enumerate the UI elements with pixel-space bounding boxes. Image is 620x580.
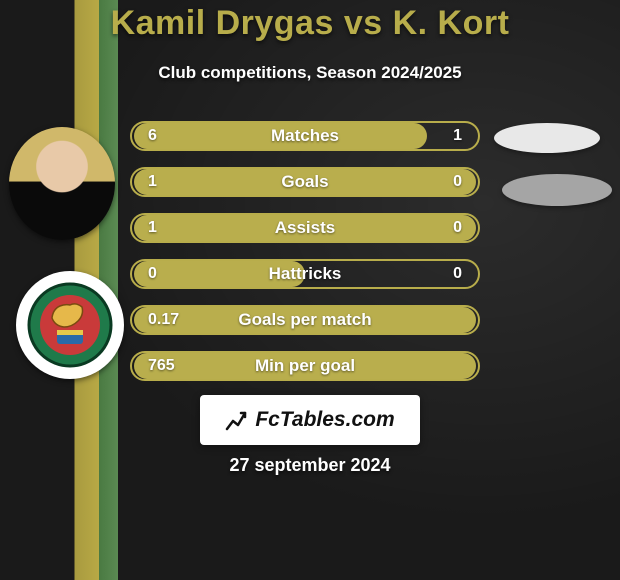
club-crest-icon	[27, 282, 113, 368]
player-avatar	[9, 127, 115, 240]
stat-label: Goals per match	[130, 305, 480, 335]
stat-label: Matches	[130, 121, 480, 151]
stat-row: Assists1 0	[130, 213, 480, 243]
stat-row: Hattricks0 0	[130, 259, 480, 289]
stat-row: Goals1 0	[130, 167, 480, 197]
stat-value-left: 0	[148, 259, 157, 289]
stat-value-right: 0	[453, 213, 462, 243]
stat-value-left: 1	[148, 167, 157, 197]
stat-value-left: 1	[148, 213, 157, 243]
side-pill-1	[494, 123, 600, 153]
stat-label: Goals	[130, 167, 480, 197]
stat-value-left: 765	[148, 351, 175, 381]
stat-row: Min per goal765	[130, 351, 480, 381]
stat-value-right: 1	[453, 121, 462, 151]
club-badge	[16, 271, 124, 379]
side-pill-2	[502, 174, 612, 206]
stat-row: Goals per match0.17	[130, 305, 480, 335]
brand-badge: FcTables.com	[200, 395, 420, 445]
stat-label: Min per goal	[130, 351, 480, 381]
brand-icon	[225, 407, 251, 433]
stat-row: Matches6 1	[130, 121, 480, 151]
stat-value-left: 0.17	[148, 305, 179, 335]
stat-value-right: 0	[453, 167, 462, 197]
footer-date: 27 september 2024	[0, 455, 620, 476]
stat-value-left: 6	[148, 121, 157, 151]
brand-text: FcTables.com	[255, 408, 394, 432]
subtitle: Club competitions, Season 2024/2025	[0, 63, 620, 83]
stat-label: Assists	[130, 213, 480, 243]
page-title: Kamil Drygas vs K. Kort	[0, 4, 620, 43]
content: Kamil Drygas vs K. Kort Club competition…	[0, 0, 620, 580]
stat-value-right: 0	[453, 259, 462, 289]
stat-label: Hattricks	[130, 259, 480, 289]
